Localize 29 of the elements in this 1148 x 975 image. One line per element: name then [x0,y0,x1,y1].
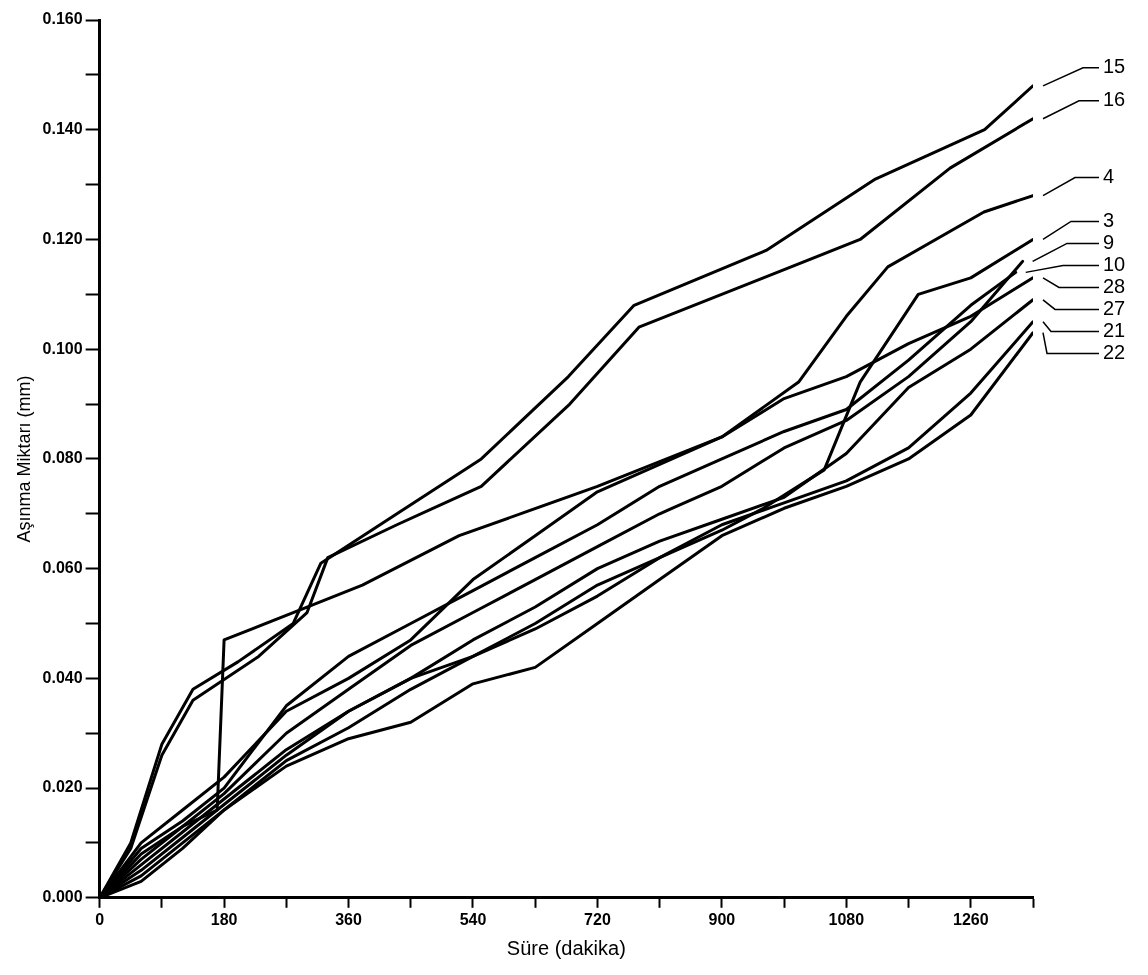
y-tick-label: 0.160 [42,10,83,28]
legend-label: 9 [1103,230,1115,253]
y-tick-label: 0.040 [42,668,83,686]
x-tick-label: 540 [459,910,487,928]
legend-label: 15 [1103,55,1126,78]
y-tick-label: 0.100 [42,339,83,357]
legend-label: 27 [1103,296,1126,319]
x-tick-label: 180 [210,910,238,928]
legend-label: 28 [1103,274,1126,297]
legend-label: 4 [1103,165,1115,188]
x-tick-label: 0 [95,910,105,928]
y-tick-label: 0.000 [42,888,83,906]
x-tick-label: 1260 [952,910,989,928]
legend-label: 3 [1103,208,1115,231]
legend-label: 22 [1103,340,1126,363]
x-tick-label: 900 [708,910,736,928]
x-tick-label: 360 [335,910,362,928]
y-tick-label: 0.080 [42,449,83,467]
y-axis-title: Aşınma Miktarı (mm) [13,375,34,543]
y-tick-label: 0.140 [42,120,83,138]
y-tick-label: 0.020 [42,778,83,796]
x-tick-label: 1080 [828,910,865,928]
x-axis-title: Süre (dakika) [506,936,626,959]
legend-label: 10 [1103,252,1126,275]
x-tick-label: 720 [584,910,611,928]
legend-label: 21 [1103,318,1126,341]
y-tick-label: 0.120 [42,229,83,247]
y-tick-label: 0.060 [42,559,83,577]
legend-label: 16 [1103,88,1126,111]
